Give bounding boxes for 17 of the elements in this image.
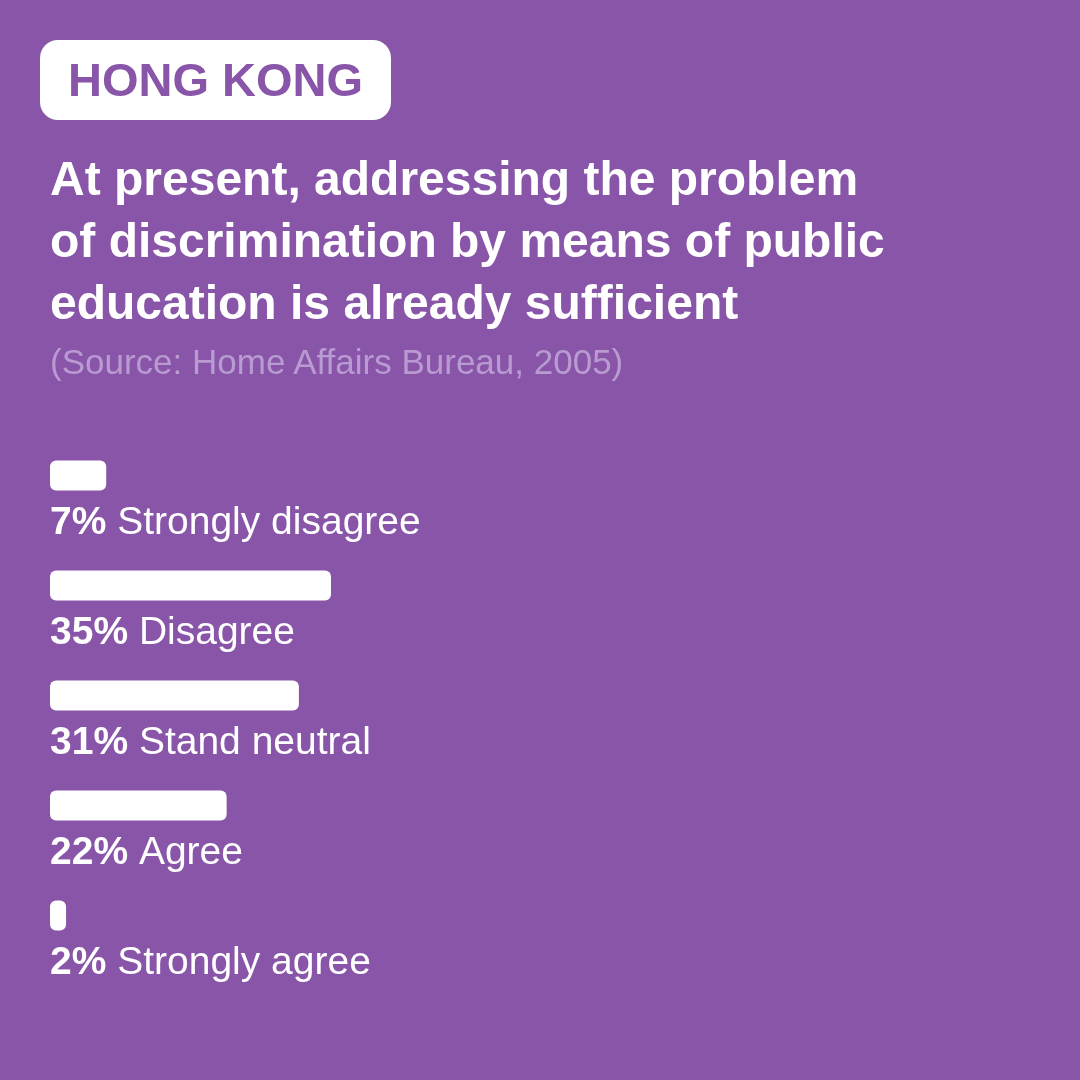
data-label: 31%	[50, 718, 129, 762]
data-label: 7%	[50, 498, 107, 542]
bar	[50, 460, 107, 491]
data-label: 2%	[50, 938, 107, 982]
y-tick-label: Strongly agree	[117, 938, 371, 982]
badge: HONG KONG	[40, 40, 392, 120]
y-tick-label: Strongly disagree	[117, 498, 421, 542]
y-tick-label: Disagree	[138, 608, 295, 652]
bar	[50, 570, 331, 601]
y-tick-label: Agree	[138, 828, 243, 872]
text: (Source: Home Affairs Bureau, 2005)	[50, 342, 624, 381]
bar	[50, 790, 227, 821]
y-tick-label: Stand neutral	[138, 718, 371, 762]
bar	[50, 680, 299, 711]
data-label: 35%	[50, 608, 129, 652]
data-label: 22%	[50, 828, 129, 872]
text: At present, addressing the problem of discrimination by means of public education is already sufficient	[50, 151, 886, 331]
